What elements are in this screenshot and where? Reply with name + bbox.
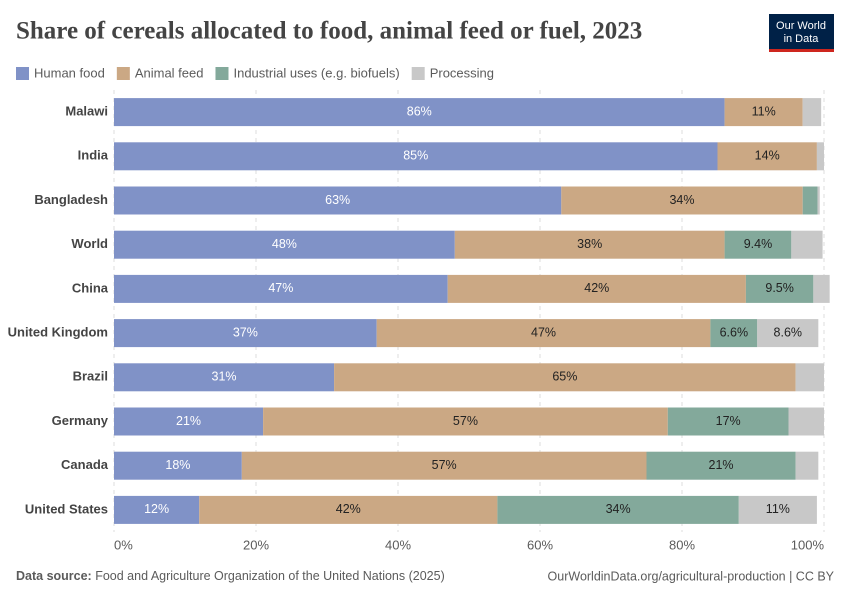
bar-segment <box>667 407 789 436</box>
legend-swatch <box>116 67 130 80</box>
footer-url: OurWorldinData.org/agricultural-producti… <box>548 569 835 583</box>
bar-segment <box>376 319 711 348</box>
bar-segment <box>791 230 823 259</box>
x-tick-label: 20% <box>243 537 269 552</box>
bar-segment <box>795 451 819 480</box>
bar-segment <box>745 274 814 303</box>
y-tick-label: Germany <box>52 413 109 428</box>
bar-segment <box>263 407 668 436</box>
legend-swatch <box>215 67 229 80</box>
y-tick-label: United States <box>25 501 108 516</box>
legend-swatch <box>16 67 29 80</box>
bar-segment <box>114 319 377 348</box>
data-label: 42% <box>336 502 361 516</box>
logo-box <box>769 14 834 52</box>
logo-text: Our World <box>776 20 826 32</box>
data-label: 86% <box>407 104 432 118</box>
bar-segment <box>497 495 739 524</box>
x-tick-label: 40% <box>385 537 411 552</box>
bar-segment <box>114 186 562 215</box>
x-tick-label: 60% <box>527 537 553 552</box>
data-label: 9.4% <box>744 237 773 251</box>
data-label: 9.5% <box>765 281 794 295</box>
bar-segment <box>447 274 746 303</box>
data-label: 12% <box>144 502 169 516</box>
bar-segment <box>817 186 820 215</box>
data-label: 63% <box>325 193 350 207</box>
chart-title: Share of cereals allocated to food, anim… <box>16 18 642 45</box>
data-label: 38% <box>577 237 602 251</box>
data-label: 6.6% <box>720 325 749 339</box>
legend-label: Industrial uses (e.g. biofuels) <box>233 65 399 80</box>
data-label: 57% <box>432 458 457 472</box>
y-tick-label: China <box>72 280 109 295</box>
bar-segment <box>454 230 725 259</box>
x-tick-label: 0% <box>114 537 133 552</box>
y-tick-label: Brazil <box>73 369 108 384</box>
data-label: 37% <box>233 325 258 339</box>
legend-swatch <box>411 67 425 80</box>
data-label: 8.6% <box>774 325 803 339</box>
bar-segment <box>114 363 335 392</box>
y-tick-label: World <box>71 236 108 251</box>
data-label: 65% <box>552 370 577 384</box>
data-label: 18% <box>165 458 190 472</box>
data-label: 34% <box>669 193 694 207</box>
data-label: 48% <box>272 237 297 251</box>
data-label: 11% <box>766 502 790 516</box>
bar-segment <box>757 319 819 348</box>
data-label: 21% <box>176 414 201 428</box>
bar-segment <box>199 495 498 524</box>
bar-segment <box>738 495 817 524</box>
legend-label: Human food <box>34 65 105 80</box>
bar-segment <box>816 142 824 171</box>
legend-label: Animal feed <box>135 65 204 80</box>
bar-segment <box>114 407 264 436</box>
data-label: 47% <box>268 281 293 295</box>
data-label: 31% <box>212 370 237 384</box>
bar-segment <box>724 230 792 259</box>
bar-segment <box>114 451 242 480</box>
source: Data source: Food and Agriculture Organi… <box>16 569 445 583</box>
bar-segment <box>813 274 830 303</box>
data-label: 57% <box>453 414 478 428</box>
bar-segment <box>788 407 824 436</box>
bar-segment <box>114 142 718 171</box>
y-tick-label: India <box>78 148 109 163</box>
bar-segment <box>561 186 803 215</box>
x-tick-label: 80% <box>669 537 695 552</box>
logo-text: in Data <box>784 33 820 45</box>
bar-segment <box>717 142 817 171</box>
data-label: 34% <box>606 502 631 516</box>
legend-label: Processing <box>430 65 494 80</box>
data-label: 17% <box>716 414 741 428</box>
bar-segment <box>724 98 803 127</box>
data-label: 47% <box>531 325 556 339</box>
data-label: 21% <box>709 458 734 472</box>
bar-segment <box>114 495 200 524</box>
y-tick-label: United Kingdom <box>8 325 108 340</box>
data-label: 42% <box>584 281 609 295</box>
data-label: 14% <box>755 149 780 163</box>
bar-segment <box>646 451 796 480</box>
data-label: 11% <box>752 104 776 118</box>
y-tick-label: Malawi <box>65 104 108 119</box>
bar-segment <box>114 230 455 259</box>
y-tick-label: Bangladesh <box>34 192 108 207</box>
y-tick-label: Canada <box>61 457 109 472</box>
source-text: Food and Agriculture Organization of the… <box>95 569 445 583</box>
bar-segment <box>114 98 725 127</box>
bar-segment <box>795 363 824 392</box>
data-label: 85% <box>403 149 428 163</box>
bar-segment <box>334 363 796 392</box>
source-label: Data source: <box>16 569 92 583</box>
x-tick-label: 100% <box>791 537 825 552</box>
bar-segment <box>802 186 818 215</box>
bar-segment <box>802 98 822 127</box>
bar-segment <box>241 451 647 480</box>
bar-segment <box>114 274 448 303</box>
logo-bar <box>769 49 834 52</box>
bar-segment <box>710 319 758 348</box>
